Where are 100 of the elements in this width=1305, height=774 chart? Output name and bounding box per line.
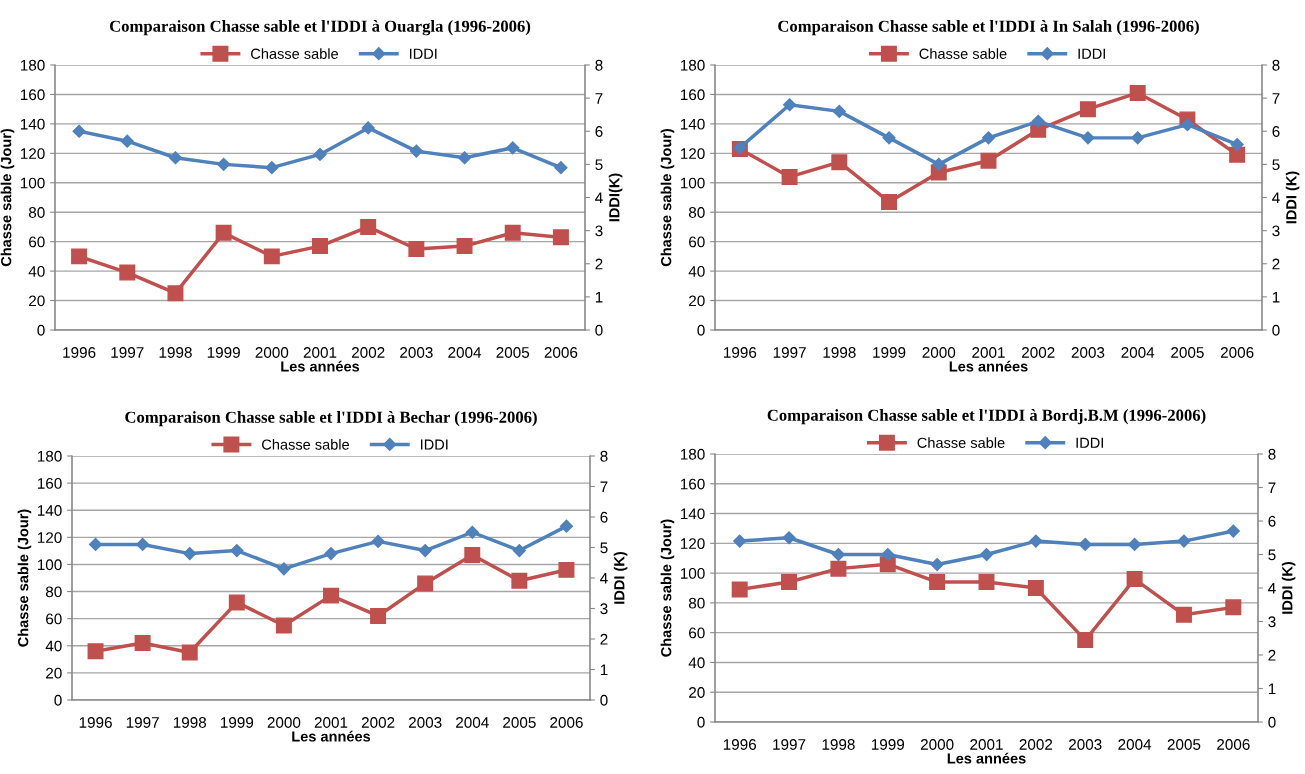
point [932, 157, 946, 171]
x-tick-label: 2001 [303, 347, 337, 358]
point [554, 161, 568, 175]
x-tick-label: 1998 [822, 739, 855, 750]
point [465, 525, 479, 539]
point [552, 229, 569, 246]
point [558, 561, 575, 578]
legend-label: IDDI [1078, 48, 1105, 59]
y2-axis-title: IDDI (K) [613, 551, 628, 604]
x-tick-label: 2000 [920, 739, 954, 750]
point [1230, 137, 1244, 152]
x-tick-label: 1998 [159, 347, 192, 358]
y2-axis-title: IDDI (K) [1281, 561, 1296, 614]
x-axis-title: Les années [949, 360, 1028, 372]
point [1077, 632, 1094, 649]
y-tick-label: 60 [689, 627, 705, 639]
y2-tick-label: 2 [1272, 258, 1280, 270]
point [1027, 580, 1044, 596]
y2-tick-label: 3 [595, 225, 603, 237]
y2-tick-label: 8 [1268, 448, 1276, 460]
x-tick-label: 2002 [1019, 739, 1053, 750]
point [504, 224, 521, 241]
x-tick-label: 2006 [544, 347, 578, 358]
y2-tick-label: 6 [600, 511, 608, 523]
y2-tick-label: 5 [600, 542, 608, 554]
y2-tick-label: 4 [1268, 583, 1276, 594]
point [1226, 524, 1240, 538]
y-tick-label: 40 [688, 265, 705, 277]
point [275, 617, 292, 634]
point [831, 154, 848, 171]
point [930, 557, 944, 572]
point [979, 547, 994, 562]
y2-tick-label: 2 [595, 258, 603, 270]
legend-label: IDDI [410, 48, 437, 59]
point [559, 519, 574, 533]
x-tick-label: 1999 [873, 347, 906, 358]
point [511, 572, 528, 589]
y-tick-label: 140 [680, 508, 705, 520]
point [1078, 537, 1092, 552]
x-tick-label: 2001 [970, 739, 1003, 750]
x-tick-label: 1998 [173, 717, 207, 728]
y2-tick-label: 8 [595, 59, 603, 71]
x-tick-label: 2006 [550, 717, 583, 728]
point [1081, 131, 1095, 145]
y-tick-label: 40 [688, 657, 705, 669]
x-axis-title: Les années [947, 752, 1026, 764]
x-tick-label: 1996 [63, 347, 96, 358]
x-tick-label: 2005 [1167, 739, 1201, 750]
point [228, 594, 245, 611]
y-axis-title: Chasse sable (Jour) [660, 128, 675, 267]
y-tick-label: 100 [20, 177, 45, 189]
point [782, 531, 796, 545]
y-tick-label: 20 [46, 667, 62, 679]
y2-axis-title: IDDI(K) [608, 173, 623, 222]
y-tick-label: 100 [37, 559, 62, 571]
x-tick-label: 1996 [724, 347, 757, 358]
point [72, 124, 86, 138]
point [215, 224, 232, 241]
y-tick-label: 140 [20, 118, 45, 130]
x-tick-label: 2003 [1069, 739, 1102, 750]
point [230, 543, 244, 558]
point [830, 560, 847, 577]
point [168, 151, 183, 165]
point [1126, 571, 1143, 588]
x-tick-label: 1999 [207, 347, 240, 358]
point [134, 635, 151, 652]
point [882, 131, 896, 145]
chart-title: Comparaison Chasse sable et l'IDDI à Bordj.B.M (1996-2006) [767, 409, 1206, 425]
point [980, 152, 997, 169]
y-tick-label: 80 [688, 207, 705, 218]
x-tick-label: 1996 [79, 717, 112, 728]
x-tick-label: 2006 [1217, 739, 1250, 750]
point [1079, 101, 1096, 118]
chart-title: Comparaison Chasse sable et l'IDDI à Ouargla (1996-2006) [109, 20, 531, 36]
y-tick-label: 0 [697, 716, 705, 728]
x-axis-title: Les années [281, 360, 360, 372]
x-tick-label: 2000 [267, 717, 301, 728]
y-tick-label: 80 [28, 207, 45, 218]
y2-tick-label: 6 [1268, 515, 1276, 527]
point [265, 161, 279, 175]
y2-tick-label: 8 [600, 450, 608, 462]
y2-tick-label: 7 [1272, 93, 1280, 104]
x-tick-label: 1996 [723, 739, 757, 750]
y-tick-label: 100 [680, 177, 705, 189]
y-axis-title: Chasse sable (Jour) [660, 519, 675, 657]
y-tick-label: 40 [28, 265, 45, 277]
point [1225, 599, 1242, 616]
y-tick-label: 60 [29, 236, 45, 248]
chart-title: Comparaison Chasse sable et l'IDDI à Bechar (1996-2006) [125, 411, 537, 427]
legend-label: Chasse sable [262, 439, 350, 450]
y-tick-label: 160 [680, 89, 705, 101]
x-tick-label: 2004 [1118, 739, 1152, 750]
point [978, 574, 995, 591]
x-tick-label: 2006 [1220, 347, 1254, 358]
y2-tick-label: 0 [1268, 716, 1276, 728]
point [506, 141, 520, 155]
y2-tick-label: 1 [1272, 291, 1280, 303]
point [881, 193, 898, 210]
point [733, 534, 747, 548]
y2-tick-label: 2 [600, 633, 608, 645]
